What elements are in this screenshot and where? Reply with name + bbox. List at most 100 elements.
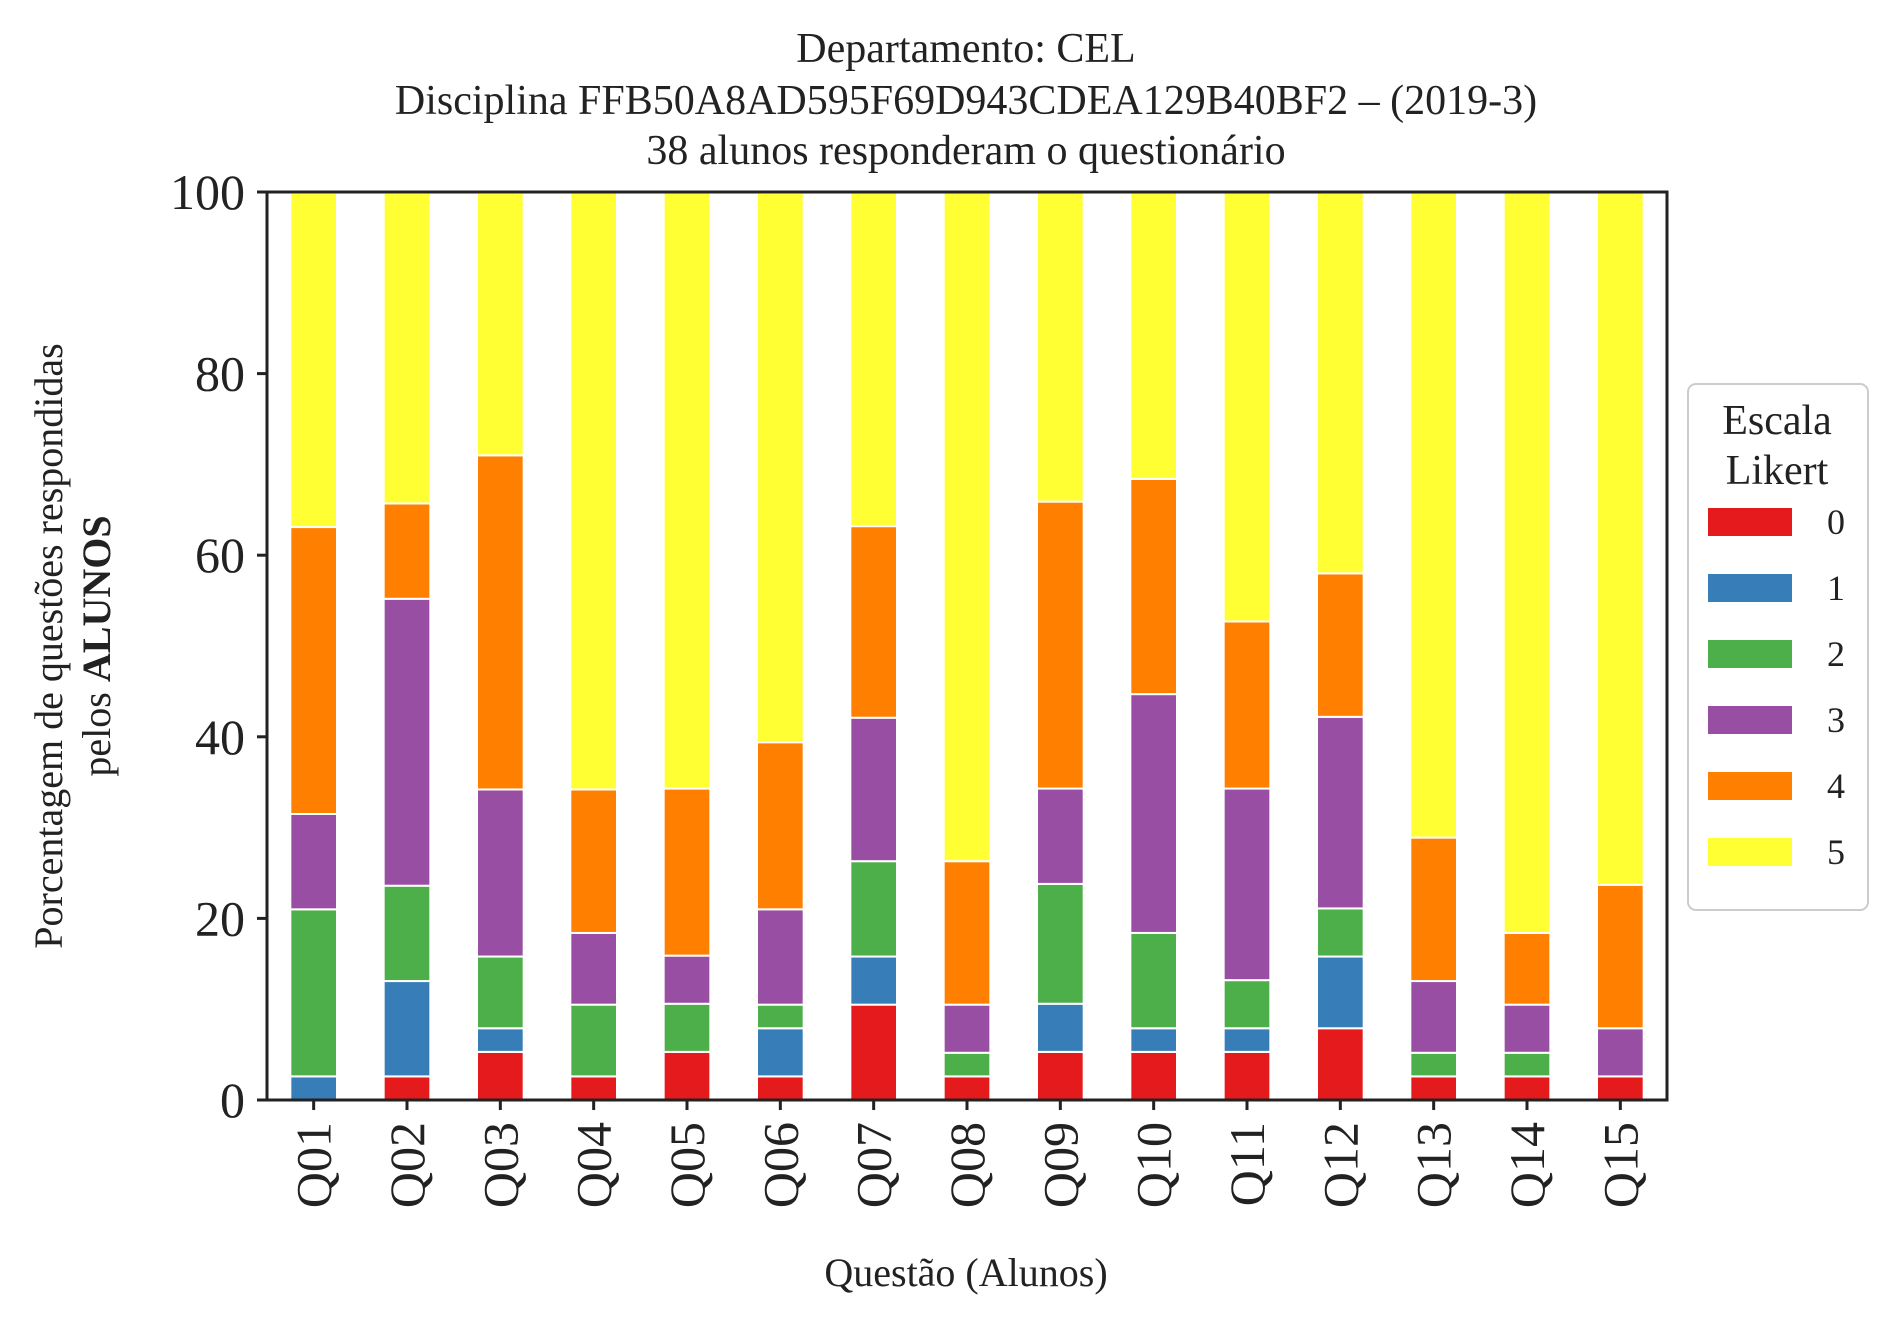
title-line-1: Departamento: CEL — [796, 26, 1135, 72]
chart-title: Departamento: CEL Disciplina FFB50A8AD59… — [395, 26, 1537, 174]
legend-swatch-0 — [1708, 508, 1792, 536]
bar-segment-q11-level-1 — [1222, 1027, 1272, 1053]
bar-segment-q07-level-1 — [849, 955, 898, 1006]
bar-segment-q06-level-5 — [756, 191, 805, 744]
x-tick-label-q06: Q06 — [752, 1122, 808, 1208]
y-tick-label-0: 0 — [220, 1072, 245, 1128]
x-tick-label-q07: Q07 — [846, 1122, 902, 1208]
legend-swatch-1 — [1708, 574, 1792, 602]
bar-segment-q02-level-4 — [382, 502, 432, 600]
bar-segment-q08-level-4 — [942, 860, 992, 1006]
bar-segment-q12-level-4 — [1316, 572, 1365, 718]
bar-segment-q08-level-5 — [942, 191, 992, 863]
bar-segment-q03-level-1 — [476, 1027, 525, 1053]
bar-segment-q13-level-2 — [1409, 1051, 1459, 1078]
bar-segment-q12-level-5 — [1316, 190, 1365, 575]
title-line-3: 38 alunos responderam o questionário — [646, 128, 1285, 174]
bar-segment-q08-level-3 — [942, 1003, 992, 1054]
y-axis-label-prefix: pelos — [74, 682, 119, 776]
y-tick-label-40: 40 — [195, 709, 245, 765]
bar-segment-q09-level-3 — [1036, 787, 1085, 885]
x-tick-label-q03: Q03 — [472, 1122, 528, 1208]
bar-segment-q01-level-4 — [289, 526, 339, 815]
bar-segment-q01-level-2 — [289, 908, 339, 1078]
bar-segment-q04-level-4 — [569, 788, 618, 934]
bar-segment-q03-level-3 — [476, 788, 525, 958]
x-axis-label: Questão (Alunos) — [824, 1250, 1107, 1295]
x-tick-label-q11: Q11 — [1219, 1122, 1275, 1206]
x-tick-label-q02: Q02 — [379, 1122, 435, 1208]
bar-segment-q09-level-2 — [1036, 882, 1085, 1005]
bar-segment-q09-level-1 — [1036, 1002, 1085, 1053]
bar-segment-q04-level-0 — [569, 1075, 618, 1101]
bar-segment-q05-level-0 — [662, 1050, 712, 1101]
legend-swatch-2 — [1708, 640, 1792, 668]
bar-segment-q08-level-0 — [942, 1075, 992, 1101]
bar-segment-q10-level-4 — [1129, 477, 1179, 696]
bar-segment-q09-level-4 — [1036, 500, 1085, 790]
bar-segment-q06-level-4 — [756, 741, 805, 911]
bar-segment-q02-level-3 — [382, 597, 432, 887]
bar-segment-q02-level-1 — [382, 980, 432, 1078]
bar-segment-q07-level-5 — [849, 191, 898, 528]
bar-segment-q15-level-4 — [1596, 883, 1645, 1030]
title-line-2: Disciplina FFB50A8AD595F69D943CDEA129B40… — [395, 78, 1537, 124]
legend-label-3: 3 — [1827, 700, 1845, 740]
bar-segment-q13-level-5 — [1409, 191, 1459, 839]
bar-segment-q01-level-1 — [289, 1075, 339, 1101]
y-tick-label-60: 60 — [195, 527, 245, 583]
y-axis-label-bold: ALUNOS — [74, 515, 119, 682]
x-tick-label-q12: Q12 — [1312, 1122, 1368, 1208]
x-tick-label-q15: Q15 — [1592, 1122, 1648, 1208]
legend-title-line-2: Likert — [1726, 448, 1829, 494]
bar-segment-q02-level-5 — [382, 191, 432, 505]
legend-swatch-5 — [1708, 838, 1792, 866]
bar-segment-q14-level-5 — [1502, 191, 1552, 934]
bar-segment-q15-level-5 — [1596, 191, 1645, 886]
x-tick-label-q09: Q09 — [1032, 1122, 1088, 1208]
bar-segment-q10-level-5 — [1129, 191, 1179, 480]
bar-segment-q06-level-3 — [756, 908, 805, 1006]
bar-segment-q02-level-2 — [382, 884, 432, 983]
bar-segment-q04-level-5 — [569, 191, 618, 791]
bar-segment-q10-level-0 — [1129, 1050, 1179, 1101]
bar-segment-q12-level-3 — [1316, 715, 1365, 910]
bar-segment-q13-level-3 — [1409, 980, 1459, 1054]
y-tick-label-20: 20 — [195, 890, 245, 946]
bar-segment-q04-level-2 — [569, 1003, 618, 1078]
bar-segment-q02-level-0 — [382, 1075, 432, 1101]
y-axis-label-line-1: Porcentagem de questões respondidas — [26, 343, 71, 948]
y-axis-label: Porcentagem de questões respondidas pelo… — [26, 343, 119, 948]
bar-segment-q12-level-0 — [1316, 1027, 1365, 1101]
bar-segment-q05-level-3 — [662, 954, 712, 1005]
bar-segment-q06-level-0 — [756, 1075, 805, 1101]
legend-swatch-4 — [1708, 772, 1792, 800]
bar-segment-q03-level-4 — [476, 454, 525, 791]
bar-segment-q12-level-2 — [1316, 907, 1365, 958]
x-tick-label-q13: Q13 — [1406, 1122, 1462, 1208]
bar-segment-q06-level-1 — [756, 1027, 805, 1078]
bar-segment-q05-level-5 — [662, 190, 712, 790]
x-tick-label-q10: Q10 — [1126, 1122, 1182, 1208]
x-tick-label-q08: Q08 — [939, 1122, 995, 1208]
bar-segment-q03-level-2 — [476, 955, 525, 1030]
bar-segment-q03-level-0 — [476, 1050, 525, 1101]
bar-segment-q01-level-5 — [289, 191, 339, 529]
legend-swatch-3 — [1708, 706, 1792, 734]
bar-segment-q09-level-0 — [1036, 1050, 1085, 1101]
x-tick-label-q05: Q05 — [659, 1122, 715, 1208]
y-tick-label-100: 100 — [170, 164, 245, 220]
bar-segment-q07-level-2 — [849, 860, 898, 958]
bar-segment-q12-level-1 — [1316, 955, 1365, 1030]
bar-segment-q14-level-2 — [1502, 1051, 1552, 1078]
bar-segment-q10-level-3 — [1129, 693, 1179, 934]
bar-segment-q10-level-2 — [1129, 931, 1179, 1030]
bar-segment-q05-level-4 — [662, 787, 712, 957]
bar-segment-q07-level-3 — [849, 716, 898, 863]
bar-segment-q09-level-5 — [1036, 190, 1085, 503]
legend-label-2: 2 — [1827, 634, 1845, 674]
y-tick-label-80: 80 — [195, 346, 245, 402]
legend: Escala Likert 0 1 2 3 4 5 — [1687, 383, 1869, 911]
bar-segment-q07-level-0 — [849, 1003, 898, 1101]
